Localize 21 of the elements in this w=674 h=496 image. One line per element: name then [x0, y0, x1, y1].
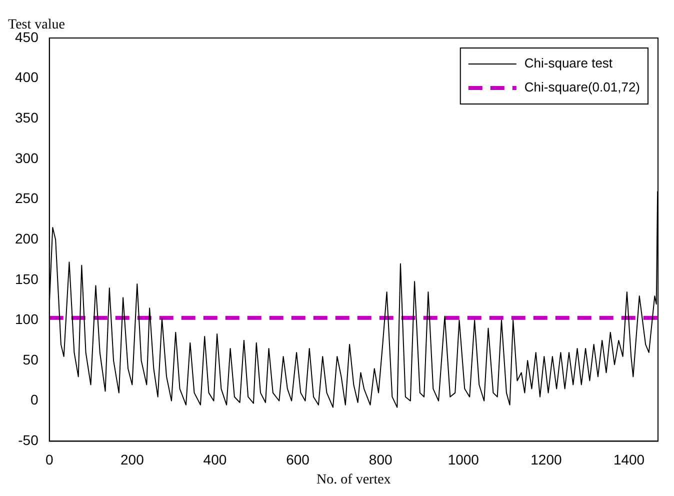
- y-tick-label: 150: [15, 270, 39, 287]
- x-tick-label: 1200: [530, 451, 562, 468]
- x-tick-label: 1400: [613, 451, 645, 468]
- y-tick-label: 250: [15, 190, 39, 206]
- y-tick-label: 200: [15, 230, 39, 246]
- x-tick-label: 1000: [448, 451, 480, 468]
- y-tick-label: 350: [15, 110, 39, 126]
- legend-label: Chi-square test: [524, 56, 613, 71]
- y-tick-label: 0: [30, 392, 39, 408]
- x-tick-label: 200: [120, 451, 144, 468]
- y-tick-label: -50: [18, 432, 39, 448]
- y-tick-label: 50: [22, 351, 39, 368]
- x-tick-label: 0: [45, 451, 54, 468]
- x-axis-title: No. of vertex: [316, 472, 391, 488]
- y-tick-label: 100: [15, 311, 39, 328]
- x-tick-label: 400: [203, 451, 227, 468]
- x-tick-label: 600: [286, 451, 310, 468]
- y-tick-label: 300: [15, 150, 39, 166]
- legend-label: Chi-square(0.01,72): [524, 80, 640, 95]
- x-tick-label: 800: [368, 451, 392, 468]
- y-tick-label: 400: [15, 69, 39, 86]
